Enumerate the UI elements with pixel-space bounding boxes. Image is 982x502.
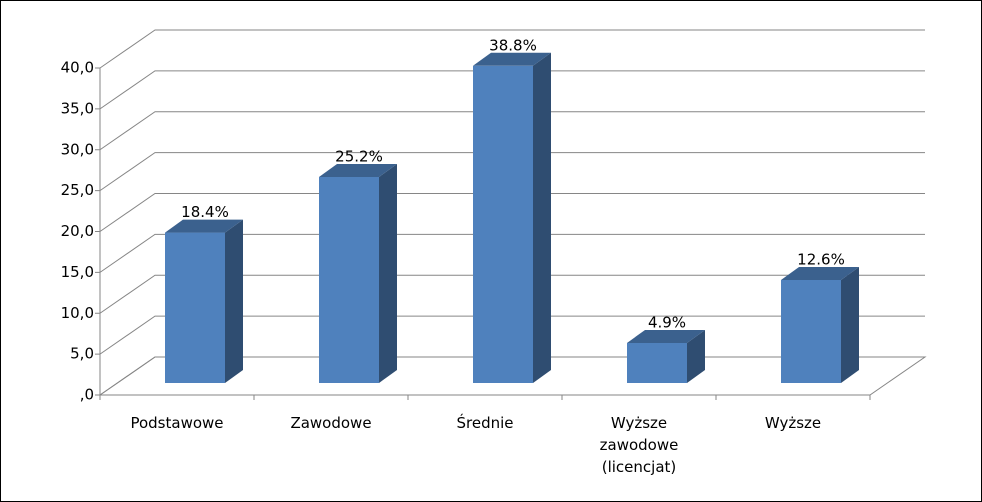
y-tick-label: 20,0 <box>61 222 94 240</box>
grid-line <box>99 70 925 110</box>
grid-line <box>99 315 925 355</box>
y-tick-label: 15,0 <box>61 263 94 281</box>
bar <box>319 176 379 383</box>
value-label: 4.9% <box>648 313 686 331</box>
bar-top <box>473 52 551 66</box>
grid-line <box>99 233 925 273</box>
bar <box>781 279 841 383</box>
y-tick-label: 30,0 <box>61 140 94 158</box>
grid-line <box>99 29 925 69</box>
bar-top <box>781 266 859 280</box>
bar-side <box>379 163 397 383</box>
y-tick-label: ,0 <box>80 386 94 404</box>
y-tick-label: 35,0 <box>61 99 94 117</box>
grid-line <box>99 152 925 192</box>
bar-side <box>687 329 705 383</box>
bar-top <box>165 219 243 233</box>
bar <box>165 232 225 383</box>
y-tick-label: 5,0 <box>70 345 94 363</box>
y-tick-label: 10,0 <box>61 304 94 322</box>
y-tick-label: 25,0 <box>61 181 94 199</box>
x-tick-label: Średnie <box>456 413 513 432</box>
bar-side <box>533 52 551 384</box>
grid-line <box>99 111 925 151</box>
bar <box>473 65 533 383</box>
x-tick-label: Wyższe zawodowe (licencjat) <box>600 414 679 476</box>
grid-line <box>99 193 925 232</box>
value-label: 12.6% <box>797 250 845 268</box>
grid-line <box>99 274 925 314</box>
bar-side <box>841 266 859 383</box>
x-tick-label: Zawodowe <box>290 414 371 432</box>
value-label: 18.4% <box>181 203 229 221</box>
bar-top <box>627 329 705 343</box>
bar-top <box>319 163 397 177</box>
x-tick-label: Podstawowe <box>130 414 223 432</box>
value-label: 38.8% <box>489 36 537 54</box>
y-tick-label: 40,0 <box>61 59 94 77</box>
value-label: 25.2% <box>335 147 383 165</box>
x-tick-label: Wyższe <box>765 414 821 432</box>
bar <box>627 342 687 383</box>
bar-side <box>225 219 243 383</box>
